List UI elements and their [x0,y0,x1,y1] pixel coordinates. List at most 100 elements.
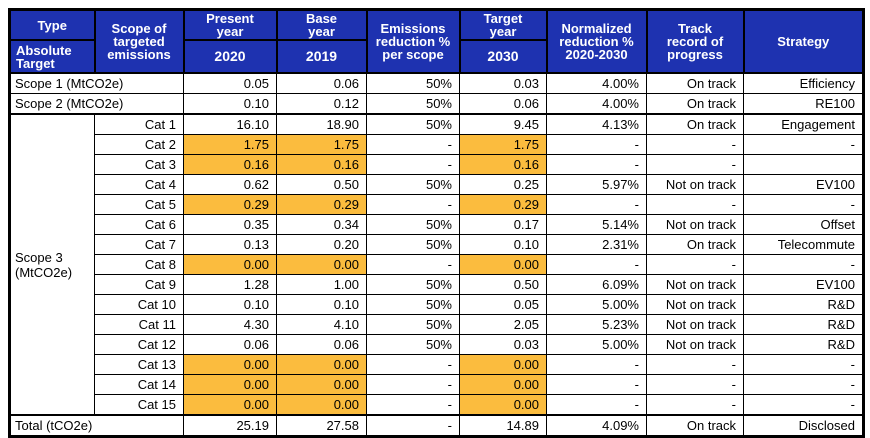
table-cell: Offset [743,214,864,235]
table-cell: 50% [366,274,460,295]
row-cat4: Cat 4 0.62 0.50 50% 0.25 5.97% Not on track EV1… [10,174,864,195]
header-emissions-reduction: Emissions reduction % per scope [365,8,461,74]
table-cell: 0.00 [183,394,277,416]
table-cell: - [366,134,460,155]
table-cell: 50% [366,72,460,94]
cat-label: Cat 10 [94,294,184,315]
table-cell: 0.10 [183,294,277,315]
table-cell: 0.35 [183,214,277,235]
table-body: Scope 1 (MtCO2e) 0.05 0.06 50% 0.03 4.00% On t… [9,72,864,437]
table-cell: 0.16 [276,154,367,175]
scope2-label: Scope 2 (MtCO2e) [9,93,184,115]
table-cell: 0.29 [459,194,547,215]
table-cell: 1.75 [276,134,367,155]
table-cell: 5.97% [546,174,647,195]
table-cell: 0.00 [276,354,367,375]
table-cell: 0.00 [183,374,277,395]
table-cell: Not on track [646,294,744,315]
row-cat15: Cat 15 0.00 0.00-0.00- - - [10,394,864,416]
header-year-2030: 2030 [458,39,548,74]
table-header: Type Scope of targeted emissions Present… [8,8,865,74]
table-cell: - [546,354,647,375]
cat-label: Cat 15 [94,394,184,416]
header-type: Type [8,8,96,41]
table-cell: 0.00 [459,394,547,416]
row-cat6: Cat 6 0.35 0.34 50% 0.17 5.14% Not on track Off… [10,214,864,235]
table-cell: On track [646,93,744,115]
table-cell: 1.75 [183,134,277,155]
row-cat14: Cat 14 0.00 0.00-0.00- - - [10,374,864,395]
header-year-2019: 2019 [275,39,368,74]
table-cell: - [646,374,744,395]
table-cell: - [366,374,460,395]
table-cell: 0.06 [183,334,277,355]
header-row-top: Type Scope of targeted emissions Present… [8,8,865,74]
table-cell: - [646,154,744,175]
table-cell: RE100 [743,93,864,115]
table-cell: 0.34 [276,214,367,235]
row-cat9: Cat 9 1.28 1.00 50% 0.50 6.09% Not on track EV1… [10,274,864,295]
table-cell: 6.09% [546,274,647,295]
table-cell: 0.50 [459,274,547,295]
table-cell: 50% [366,294,460,315]
header-absolute-target: Absolute Target [8,39,96,74]
table-cell: 0.00 [459,374,547,395]
cat-label: Cat 6 [94,214,184,235]
table-cell: 1.28 [183,274,277,295]
row-scope2: Scope 2 (MtCO2e) 0.10 0.12 50% 0.06 4.00% On t… [9,93,864,115]
table-cell: 1.75 [459,134,547,155]
table-cell: R&D [743,294,864,315]
cat-label: Cat 13 [94,354,184,375]
cat-label: Cat 11 [94,314,184,335]
table-cell: 0.00 [276,394,367,416]
table-cell: 0.10 [459,234,547,255]
table-cell: 0.50 [276,174,367,195]
table-cell: 5.14% [546,214,647,235]
table-cell: R&D [743,334,864,355]
table-cell: 0.13 [183,234,277,255]
table-cell: 0.05 [183,72,277,94]
header-present-year: Present year [182,8,278,41]
table-cell: - [546,134,647,155]
table-cell: Not on track [646,174,744,195]
table-cell: 1.00 [276,274,367,295]
table-cell: - [366,254,460,275]
row-cat1: Scope 3 (MtCO2e) Cat 1 16.10 18.90 50% 9.45 4.… [9,113,864,416]
table-cell: - [366,354,460,375]
table-cell: Not on track [646,214,744,235]
cat-label: Cat 8 [94,254,184,275]
cat-label: Cat 3 [94,154,184,175]
table-cell: - [646,254,744,275]
header-normalized-reduction: Normalized reduction % 2020-2030 [545,8,648,74]
table-cell: 0.00 [459,354,547,375]
cat-label: Cat 5 [94,194,184,215]
table-cell: - [743,254,864,275]
table-cell: 0.29 [183,194,277,215]
table-cell: 5.00% [546,334,647,355]
row-cat11: Cat 11 4.30 4.10 50% 2.05 5.23% Not on track R&… [10,314,864,335]
cat-label: Cat 14 [94,374,184,395]
table-cell: 4.30 [183,314,277,335]
row-cat2: Cat 2 1.75 1.75-1.75- - - [10,134,864,155]
table-cell: - [743,134,864,155]
row-cat8: Cat 8 0.00 0.00-0.00- - - [10,254,864,275]
table-cell: 50% [366,174,460,195]
header-target-year: Target year [458,8,548,41]
table-cell: R&D [743,314,864,335]
table-cell: 0.12 [276,93,367,115]
header-track-record: Track record of progress [645,8,745,74]
table-cell: - [743,374,864,395]
cat-label: Cat 4 [94,174,184,195]
table-cell: 0.62 [183,174,277,195]
table-cell: 0.06 [276,72,367,94]
table-cell: 0.00 [276,374,367,395]
table-cell: On track [646,234,744,255]
table-cell: - [546,154,647,175]
table-cell: 16.10 [183,113,277,135]
table-cell: EV100 [743,274,864,295]
row-scope1: Scope 1 (MtCO2e) 0.05 0.06 50% 0.03 4.00% On t… [9,72,864,94]
table-cell: 18.90 [276,113,367,135]
row-cat7: Cat 7 0.13 0.20 50% 0.10 2.31% On track Telecom… [10,234,864,255]
cat-label: Cat 7 [94,234,184,255]
table-cell: 0.29 [276,194,367,215]
